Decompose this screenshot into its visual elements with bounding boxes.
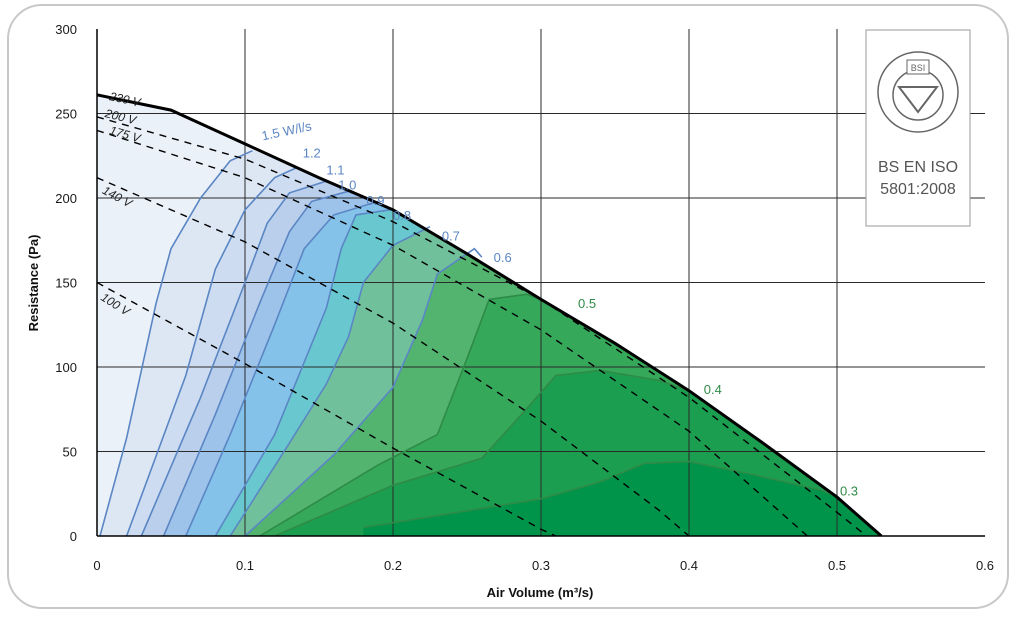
fan-curve-line	[97, 281, 557, 536]
efficiency-contour-line	[363, 460, 838, 529]
y-tick-label: 0	[70, 529, 77, 544]
x-tick-label: 0	[93, 558, 100, 573]
efficiency-contour-line	[244, 247, 483, 536]
efficiency-label: 1.0	[338, 178, 356, 193]
efficiency-contour-line	[99, 149, 253, 536]
efficiency-label: 0.7	[442, 228, 460, 243]
bsi-certification-badge: BSI BS EN ISO 5801:2008	[865, 29, 971, 227]
kitemark-icon	[896, 86, 940, 114]
fan-curve-line	[97, 93, 883, 536]
voltage-label: 230 V	[107, 89, 143, 110]
efficiency-contour-line	[125, 166, 298, 536]
bsi-mark-text: BSI	[911, 63, 926, 73]
efficiency-contour-line	[162, 190, 349, 536]
x-tick-label: 0.2	[384, 558, 402, 573]
x-axis-title: Air Volume (m³/s)	[487, 585, 594, 600]
x-tick-label: 0.1	[236, 558, 254, 573]
cert-standard-line1: BS EN ISO	[878, 159, 958, 176]
efficiency-contour-line	[259, 293, 542, 536]
x-tick-label: 0.3	[532, 558, 550, 573]
fan-curve-line	[97, 177, 690, 536]
efficiency-label: 0.3	[840, 483, 858, 498]
y-tick-label: 250	[55, 107, 77, 122]
efficiency-contour-line	[185, 200, 379, 536]
x-tick-label: 0.4	[680, 558, 698, 573]
y-tick-label: 200	[55, 191, 77, 206]
fan-curve-line	[97, 129, 808, 536]
x-tick-label: 0.5	[828, 558, 846, 573]
efficiency-label: 0.8	[393, 208, 411, 223]
y-axis-title: Resistance (Pa)	[26, 235, 41, 332]
efficiency-contour-line	[214, 209, 391, 536]
efficiency-contour-line	[140, 180, 327, 536]
efficiency-label: 0.9	[366, 193, 384, 208]
x-tick-label: 0.6	[976, 558, 994, 573]
y-tick-label: 150	[55, 276, 77, 291]
efficiency-label: 0.6	[494, 250, 512, 265]
efficiency-label: 1.2	[303, 145, 321, 160]
efficiency-label: 0.5	[578, 296, 596, 311]
y-tick-label: 50	[63, 445, 77, 460]
y-tick-label: 300	[55, 22, 77, 37]
cert-standard-line2: 5801:2008	[880, 181, 956, 198]
efficiency-label: 0.4	[704, 382, 722, 397]
efficiency-contour-line	[274, 369, 690, 536]
y-tick-label: 100	[55, 360, 77, 375]
efficiency-label: 1.1	[326, 162, 344, 177]
fan-curve-line	[97, 116, 868, 536]
